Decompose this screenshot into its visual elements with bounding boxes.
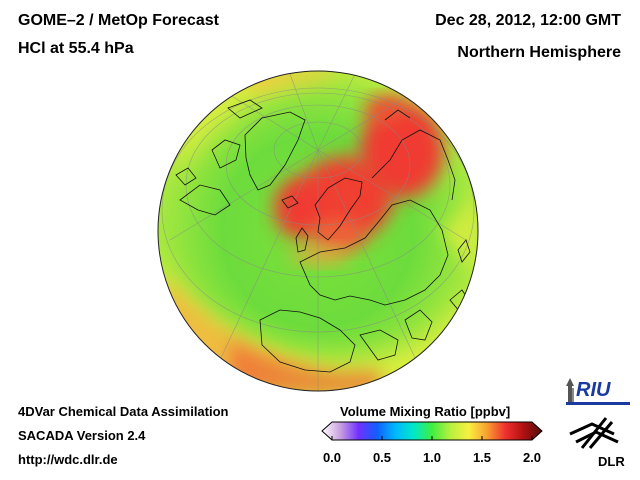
globe-field — [158, 71, 478, 391]
title-line1: GOME–2 / MetOp Forecast — [18, 12, 219, 29]
colorbar-tick-label: 2.0 — [522, 450, 542, 465]
dlr-logo: DLR — [569, 417, 625, 469]
footer-line1: 4DVar Chemical Data Assimilation — [18, 404, 229, 419]
colorbar-tick-label: 0.5 — [372, 450, 392, 465]
colorbar-tick-label: 1.0 — [422, 450, 442, 465]
title-line2: HCl at 55.4 hPa — [18, 40, 134, 57]
riu-logo: RIU — [566, 378, 630, 405]
region-label: Northern Hemisphere — [457, 44, 621, 61]
dlr-logo-text: DLR — [598, 454, 625, 469]
colorbar-tick-label: 1.5 — [472, 450, 492, 465]
colorbar-tick-label: 0.0 — [322, 450, 342, 465]
datetime-label: Dec 28, 2012, 12:00 GMT — [435, 12, 621, 29]
riu-logo-text: RIU — [576, 379, 611, 401]
colorbar-title: Volume Mixing Ratio [ppbv] — [340, 404, 511, 419]
colorbar — [321, 421, 543, 441]
footer-line2: SACADA Version 2.4 — [18, 428, 146, 443]
footer-url[interactable]: http://wdc.dlr.de — [18, 452, 118, 467]
